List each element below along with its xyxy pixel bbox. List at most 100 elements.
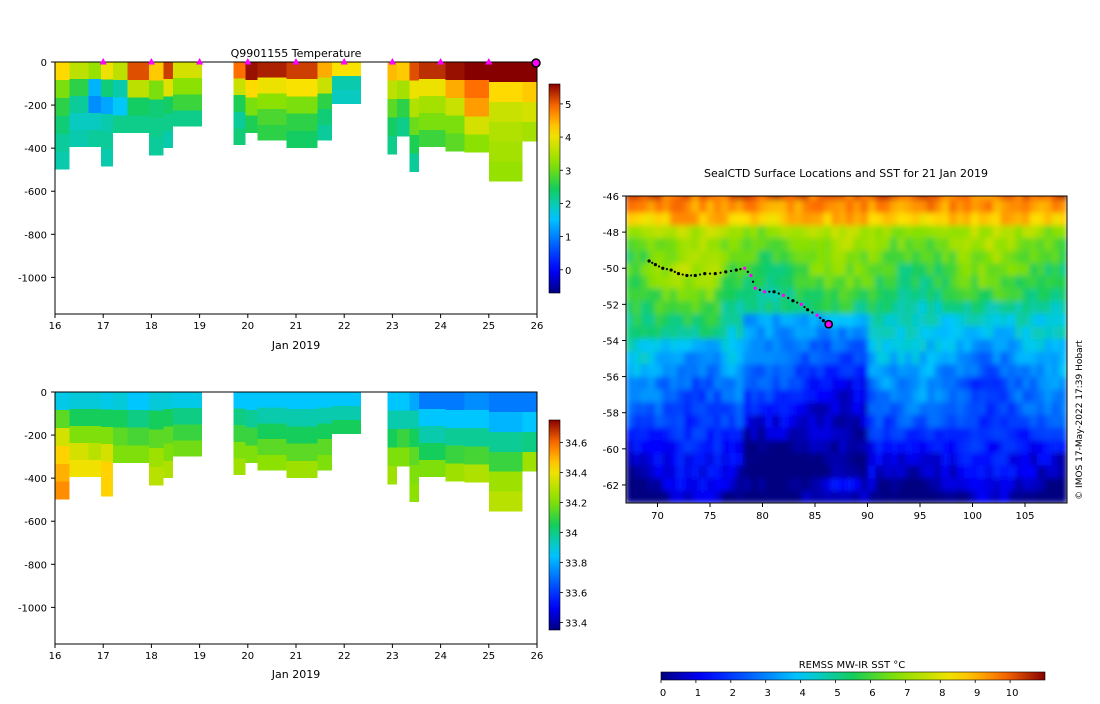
sst-cell [823, 350, 833, 365]
sst-cell [1029, 426, 1039, 441]
sst-cell [897, 312, 906, 327]
sst-cell [809, 376, 818, 390]
salinity-cell [387, 410, 398, 430]
salinity-cell [88, 392, 101, 410]
sst-cell [706, 376, 715, 390]
sst-cell [1037, 451, 1046, 466]
sst-cell [706, 363, 715, 378]
sst-cell [765, 477, 774, 491]
sst-cell [882, 350, 892, 365]
sst-cell [728, 388, 737, 403]
sst-cell [846, 401, 855, 416]
sst-cell [699, 401, 708, 416]
sst-cell [875, 426, 884, 441]
sst-cell [846, 439, 855, 453]
track-point [799, 302, 803, 306]
sst-cell [735, 196, 745, 201]
sst-cell [787, 325, 796, 340]
sst-cell [640, 376, 649, 390]
sst-cell [654, 274, 664, 289]
sst-cell [882, 249, 892, 264]
sst-cell [993, 388, 1002, 403]
sst-cell [1029, 300, 1039, 314]
sst-cell [706, 312, 715, 327]
sst-cell [787, 211, 796, 226]
sst-cell [743, 249, 752, 264]
salinity-cell [245, 392, 258, 410]
sst-cell [823, 464, 833, 479]
temperature-cell [257, 62, 287, 78]
sst-cell [699, 489, 708, 503]
sst-cell [1037, 489, 1046, 503]
sst-cell [1029, 489, 1039, 503]
sst-cell [1007, 477, 1017, 491]
sst-cell [647, 350, 656, 365]
sst-cell [1044, 249, 1053, 264]
sst-cell [823, 199, 833, 213]
salinity-cell [488, 431, 523, 452]
sst-cell [626, 224, 634, 239]
sst-cell [1029, 376, 1039, 390]
salinity-cell [387, 447, 398, 467]
sst-cell [875, 249, 884, 264]
sst-cell [1044, 350, 1053, 365]
sst-cell [853, 312, 862, 327]
salinity-cell [100, 392, 113, 410]
sst-cell [1015, 196, 1024, 201]
sst-cell [1029, 224, 1039, 239]
sst-cell [1037, 199, 1046, 213]
sst-cell [721, 224, 730, 239]
sst-cell [846, 237, 855, 251]
sst-cell [970, 338, 980, 352]
sst-cell [728, 350, 737, 365]
sst-cell [801, 489, 811, 503]
sst-cell [801, 274, 811, 289]
sst-cell [1044, 287, 1053, 302]
sst-cell [1015, 489, 1024, 503]
sst-cell [941, 363, 950, 378]
sst-cell [1051, 224, 1061, 239]
sst-cell [801, 338, 811, 352]
sst-cell [919, 489, 928, 503]
sst-cell [948, 376, 958, 390]
salinity-colorbar-label: 34.6 [565, 439, 587, 450]
sst-colorbar-tick-label: 4 [799, 688, 805, 699]
sst-cell [904, 262, 914, 276]
sst-cell [941, 224, 950, 239]
sst-cell [904, 451, 914, 466]
sst-cell [626, 300, 634, 314]
salinity-cell [464, 446, 489, 465]
map-axes: 70 75 80 85 90 95 100 105-46-48-50-52-54-56-58-… [603, 192, 1035, 522]
temperature-cell [464, 134, 489, 153]
sst-cell [838, 350, 847, 365]
track-point [661, 266, 665, 270]
temperature-cell [488, 62, 523, 82]
sst-cell [978, 350, 987, 365]
sst-cell [684, 287, 693, 302]
temperature-cell [397, 62, 410, 81]
sst-cell [1007, 287, 1017, 302]
sst-cell [1044, 199, 1053, 213]
salinity-cell [148, 466, 164, 486]
sst-cell [809, 312, 818, 327]
sst-cell [750, 401, 759, 416]
sst-cell [684, 237, 693, 251]
salinity-cell [55, 392, 70, 410]
sst-cell [765, 287, 774, 302]
sst-cell [970, 414, 980, 428]
sst-cell [860, 262, 870, 276]
sst-cell [978, 401, 987, 416]
sst-cell [882, 287, 892, 302]
sst-cell [669, 224, 678, 239]
sst-cell [904, 325, 914, 340]
sst-cell [691, 388, 700, 403]
salinity-cell [445, 445, 465, 464]
temperature-cell [88, 79, 101, 97]
track-point [685, 273, 689, 278]
sst-cell [912, 376, 921, 390]
sst-cell [662, 237, 671, 251]
sst-cell [934, 464, 943, 479]
sst-cell [654, 388, 664, 403]
sst-cell [669, 414, 678, 428]
